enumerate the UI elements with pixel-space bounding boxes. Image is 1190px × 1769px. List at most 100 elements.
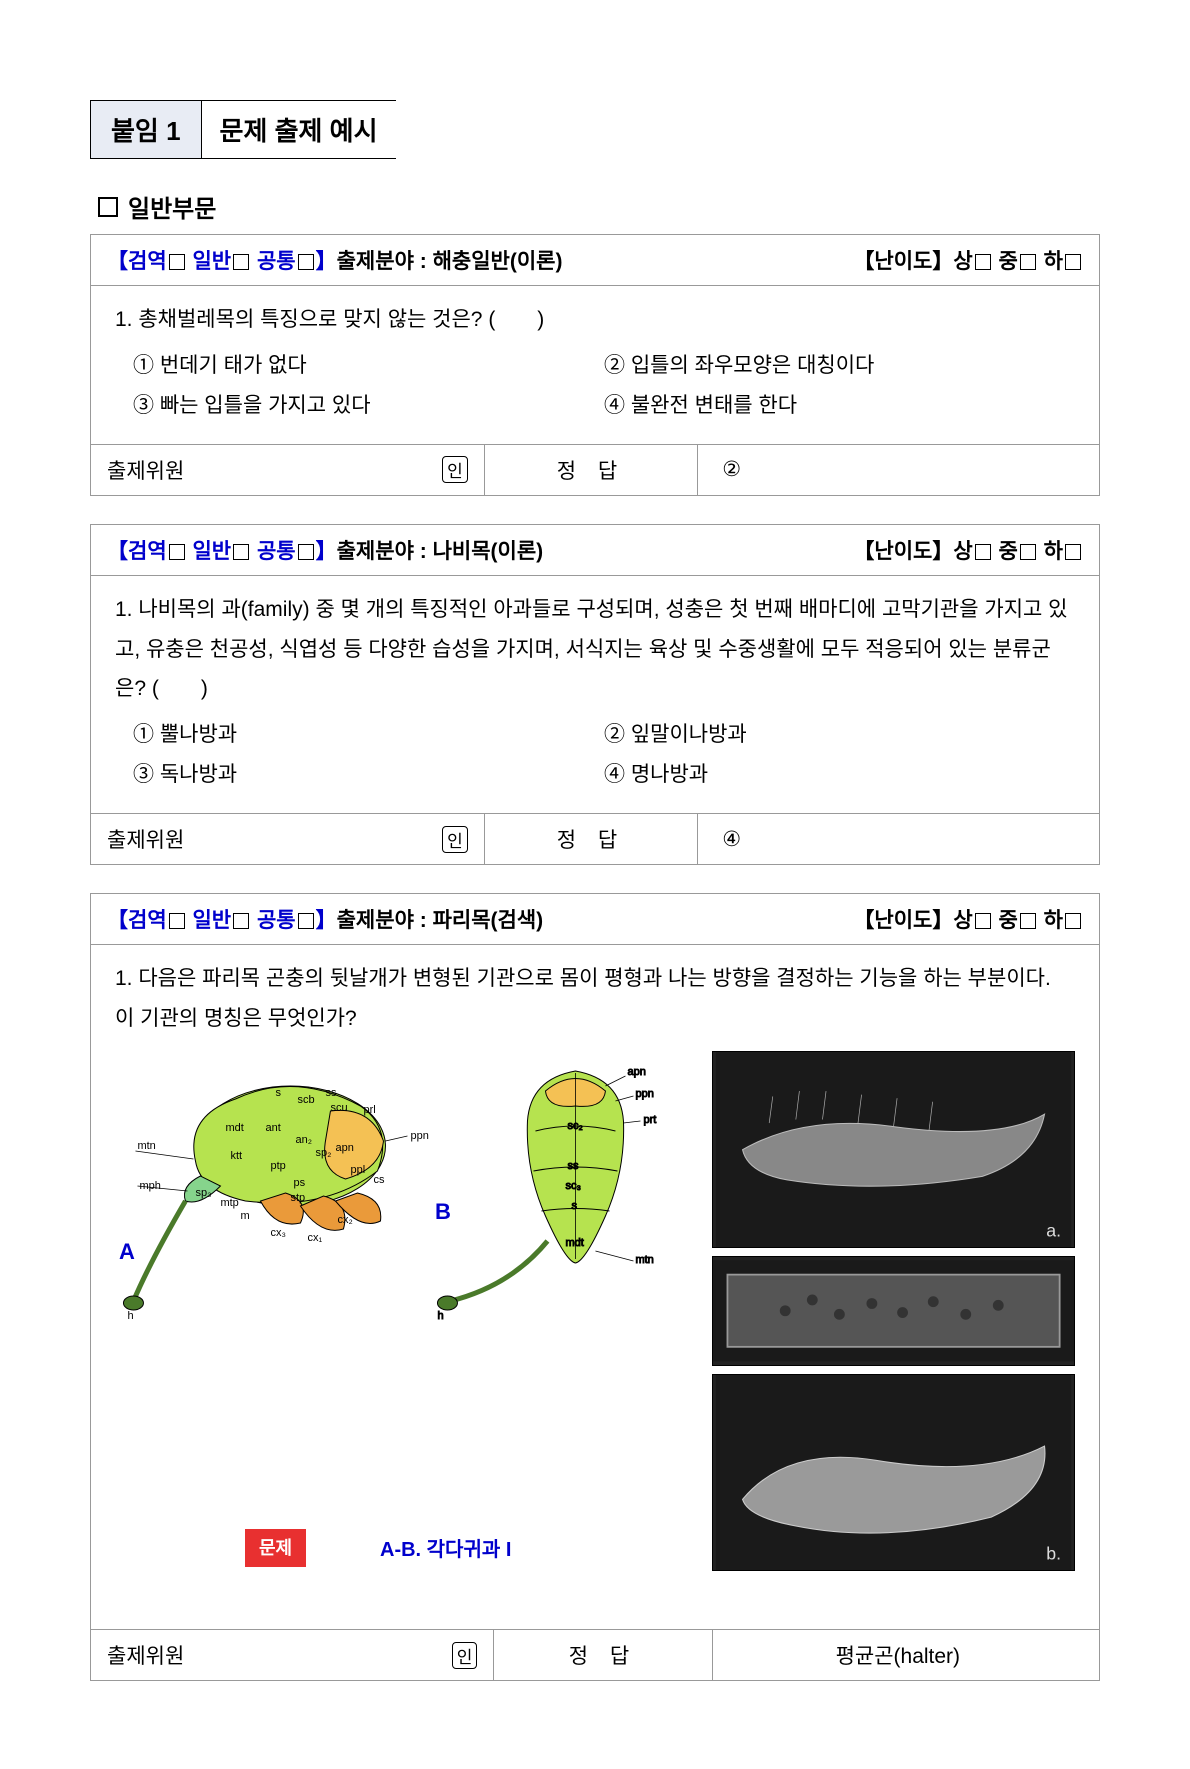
checkbox-icon [1020, 254, 1036, 270]
svg-text:ss: ss [325, 1087, 337, 1099]
svg-text:cx₁: cx₁ [307, 1232, 322, 1244]
seal-icon: 인 [452, 1642, 478, 1669]
option-4: ④ 명나방과 [604, 755, 1075, 795]
svg-text:an₂: an₂ [295, 1134, 312, 1146]
sem-svg-icon: b. [713, 1375, 1074, 1570]
svg-text:sp₂: sp₂ [315, 1147, 331, 1159]
svg-text:a.: a. [1046, 1221, 1061, 1241]
checkbox-icon [169, 913, 185, 929]
svg-text:cs: cs [373, 1174, 385, 1186]
attachment-label: 붙임 1 [90, 100, 202, 159]
svg-text:apn: apn [627, 1066, 645, 1078]
question-card-3: 【검역 일반 공통】 출제분야 : 파리목(검색) 【난이도】상 중 하 1. … [90, 893, 1100, 1681]
svg-text:sp₃: sp₃ [195, 1187, 211, 1199]
checkbox-icon [298, 913, 314, 929]
svg-text:ktt: ktt [230, 1150, 242, 1162]
checkbox-icon [169, 544, 185, 560]
author-cell: 출제위원 인 [91, 445, 485, 495]
category-label: 【검역 일반 공통】 [107, 535, 337, 565]
svg-text:mtp: mtp [220, 1197, 238, 1209]
seal-icon: 인 [442, 826, 468, 853]
option-4: ④ 불완전 변태를 한다 [604, 386, 1075, 426]
svg-text:ppn: ppn [635, 1088, 653, 1100]
subject-label: 출제분야 : 파리목(검색) [337, 904, 544, 934]
answer-value-cell: ④ [698, 814, 1099, 864]
section-label-text: 일반부문 [128, 189, 216, 224]
svg-text:b.: b. [1046, 1543, 1061, 1563]
difficulty-label: 【난이도】상 중 하 [853, 904, 1083, 934]
option-2: ② 잎말이나방과 [604, 715, 1075, 755]
subject-label: 출제분야 : 나비목(이론) [337, 535, 544, 565]
svg-text:scb: scb [297, 1094, 314, 1106]
subject-label: 출제분야 : 해충일반(이론) [337, 245, 563, 275]
svg-text:h: h [437, 1310, 443, 1322]
card-body: 1. 나비목의 과(family) 중 몇 개의 특징적인 아과들로 구성되며,… [91, 576, 1099, 814]
difficulty-label: 【난이도】상 중 하 [853, 245, 1083, 275]
option-1: ① 뿔나방과 [133, 715, 604, 755]
sem-image-a: a. [712, 1051, 1075, 1248]
svg-text:mdt: mdt [565, 1237, 583, 1249]
svg-text:scu: scu [330, 1102, 347, 1114]
answer-label-cell: 정 답 [485, 814, 698, 864]
checkbox-icon [1065, 544, 1081, 560]
category-label: 【검역 일반 공통】 [107, 245, 337, 275]
question-card-1: 【검역 일반 공통】 출제분야 : 해충일반(이론) 【난이도】상 중 하 1.… [90, 234, 1100, 496]
card-body: 1. 총채벌레목의 특징으로 맞지 않는 것은? ( ) ① 번데기 태가 없다… [91, 286, 1099, 445]
svg-text:s: s [275, 1087, 281, 1099]
diagram-area: s scb ss scu prl mdt ant an₂ sp₂ mtn ktt… [115, 1051, 1075, 1571]
svg-text:ss: ss [567, 1160, 579, 1172]
answer-label-cell: 정 답 [485, 445, 698, 495]
option-3: ③ 독나방과 [133, 755, 604, 795]
author-cell: 출제위원 인 [91, 1630, 494, 1680]
checkbox-icon [233, 254, 249, 270]
problem-tag: 문제 [245, 1529, 306, 1567]
sem-images: a. [712, 1051, 1075, 1571]
page-header: 붙임 1 문제 출제 예시 [90, 100, 1100, 159]
checkbox-icon [1020, 544, 1036, 560]
category-label: 【검역 일반 공통】 [107, 904, 337, 934]
svg-text:prt: prt [643, 1114, 656, 1126]
difficulty-label: 【난이도】상 중 하 [853, 535, 1083, 565]
svg-text:ptp: ptp [270, 1160, 285, 1172]
sem-image-inset [712, 1256, 1075, 1365]
sem-svg-icon [713, 1257, 1074, 1364]
svg-text:ant: ant [265, 1122, 280, 1134]
card-footer: 출제위원 인 정 답 ② [91, 445, 1099, 495]
svg-text:mtn: mtn [137, 1140, 155, 1152]
svg-text:ppn: ppn [410, 1130, 428, 1142]
svg-text:s: s [571, 1200, 577, 1212]
diagram-label-b: B [435, 1191, 451, 1233]
answer-label-cell: 정 답 [494, 1630, 712, 1680]
checkbox-icon [1065, 254, 1081, 270]
diagram-label-a: A [119, 1231, 135, 1273]
svg-text:cx₃: cx₃ [270, 1227, 285, 1239]
option-1: ① 번데기 태가 없다 [133, 346, 604, 386]
diagram-caption: A-B. 각다귀과 I [380, 1531, 511, 1569]
option-3: ③ 빠는 입틀을 가지고 있다 [133, 386, 604, 426]
sem-svg-icon: a. [713, 1052, 1074, 1247]
svg-text:h: h [127, 1310, 133, 1322]
section-heading: 일반부문 [98, 189, 1100, 224]
svg-text:sc₃: sc₃ [565, 1180, 580, 1192]
checkbox-icon [298, 544, 314, 560]
svg-text:sc₂: sc₂ [567, 1120, 582, 1132]
options-block: ① 번데기 태가 없다 ② 입틀의 좌우모양은 대칭이다 ③ 빠는 입틀을 가지… [115, 346, 1075, 426]
question-card-2: 【검역 일반 공통】 출제분야 : 나비목(이론) 【난이도】상 중 하 1. … [90, 524, 1100, 865]
seal-icon: 인 [442, 456, 468, 483]
author-label: 출제위원 [107, 1640, 184, 1670]
card-header: 【검역 일반 공통】 출제분야 : 파리목(검색) 【난이도】상 중 하 [91, 894, 1099, 945]
question-text: 1. 나비목의 과(family) 중 몇 개의 특징적인 아과들로 구성되며,… [115, 590, 1075, 710]
checkbox-icon [1020, 913, 1036, 929]
svg-text:apn: apn [335, 1142, 353, 1154]
card-body: 1. 다음은 파리목 곤충의 뒷날개가 변형된 기관으로 몸이 평형과 나는 방… [91, 945, 1099, 1630]
checkbox-icon [233, 913, 249, 929]
svg-text:stp: stp [290, 1192, 305, 1204]
question-text: 1. 총채벌레목의 특징으로 맞지 않는 것은? ( ) [115, 300, 1075, 340]
svg-text:cx₂: cx₂ [337, 1214, 352, 1226]
card-footer: 출제위원 인 정 답 ④ [91, 814, 1099, 864]
sem-image-b: b. [712, 1374, 1075, 1571]
square-bullet-icon [98, 197, 118, 217]
anatomy-svg-icon: s scb ss scu prl mdt ant an₂ sp₂ mtn ktt… [115, 1051, 696, 1331]
author-label: 출제위원 [107, 455, 184, 485]
page-title: 문제 출제 예시 [202, 100, 396, 159]
